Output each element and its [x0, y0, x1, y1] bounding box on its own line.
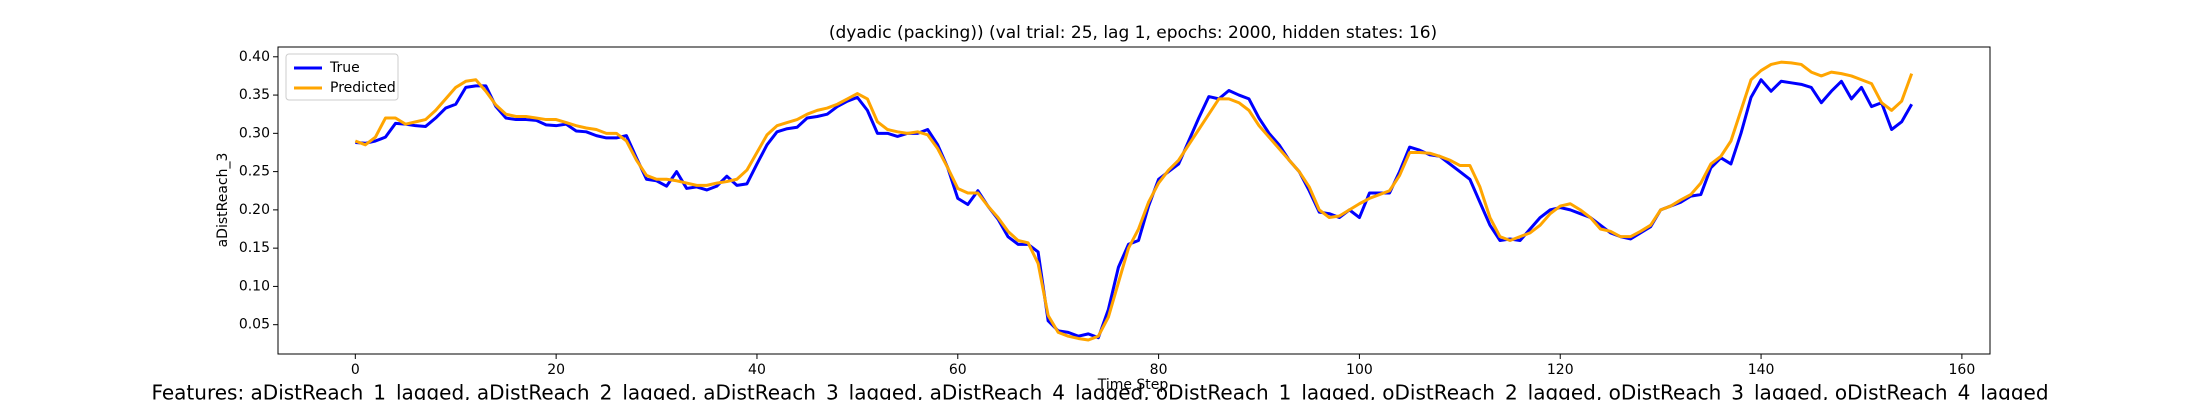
x-tick-label: 140	[1748, 362, 1775, 378]
plot-frame	[277, 46, 1991, 355]
x-tick-label: 40	[748, 362, 766, 378]
x-tick-label: 0	[351, 362, 360, 378]
x-tick-label: 60	[949, 362, 967, 378]
y-tick-label: 0.25	[239, 164, 270, 180]
series-line	[354, 60, 1914, 342]
x-tick-label: 120	[1547, 362, 1574, 378]
legend-label: Predicted	[330, 80, 396, 96]
y-tick-label: 0.05	[239, 317, 270, 333]
legend-label: True	[329, 60, 360, 76]
y-tick-label: 0.30	[239, 125, 270, 141]
y-axis-label: aDistReach_3	[215, 153, 231, 248]
y-tick-label: 0.35	[239, 87, 270, 103]
x-tick-label: 20	[547, 362, 565, 378]
x-tick-label: 80	[1150, 362, 1168, 378]
x-axis-label: Time Step	[1097, 377, 1169, 393]
chart-title: (dyadic (packing)) (val trial: 25, lag 1…	[829, 23, 1437, 43]
features-note: Features: aDistReach_1_lagged, aDistReac…	[151, 381, 2048, 400]
y-tick-label: 0.15	[239, 240, 270, 256]
y-tick-label: 0.10	[239, 278, 270, 294]
x-tick-label: 100	[1346, 362, 1373, 378]
y-tick-label: 0.20	[239, 202, 270, 218]
x-tick-label: 160	[1949, 362, 1976, 378]
y-tick-label: 0.40	[239, 49, 270, 65]
